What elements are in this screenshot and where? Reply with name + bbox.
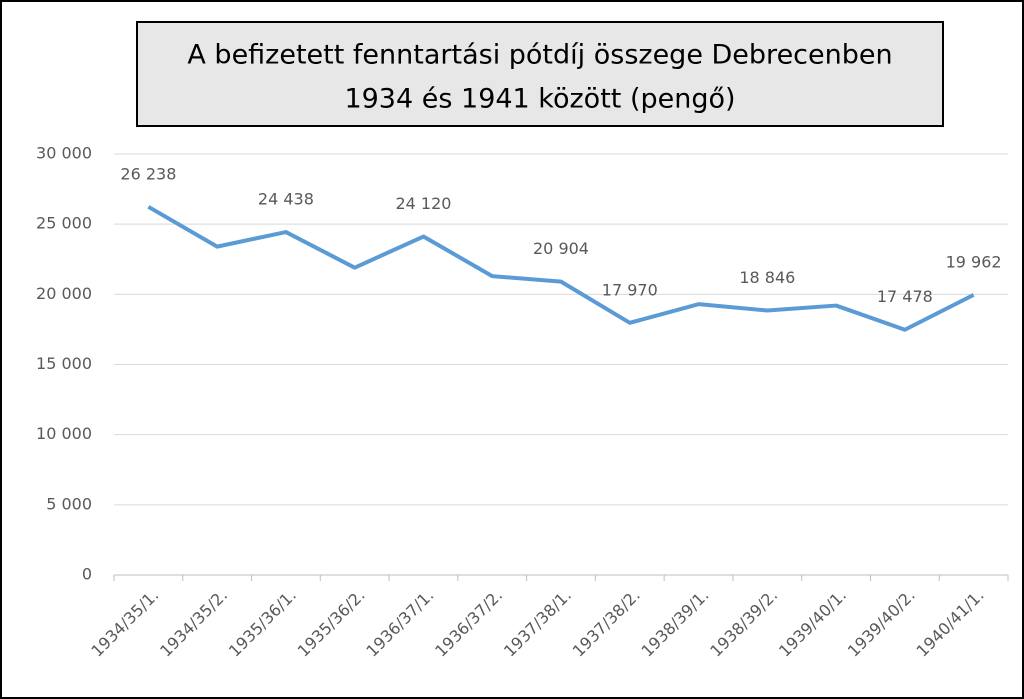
y-tick-label: 30 000 <box>36 144 92 163</box>
chart-title: 1934 és 1941 között (pengő) <box>344 84 735 115</box>
y-tick-label: 5 000 <box>46 494 92 513</box>
data-label: 17 478 <box>877 287 933 306</box>
title-box <box>136 21 944 127</box>
chart-title: A befizetett fenntartási pótdíj összege … <box>187 40 892 71</box>
data-label: 17 970 <box>602 280 658 299</box>
data-label: 24 120 <box>395 194 451 213</box>
data-label: 18 846 <box>739 268 795 287</box>
line <box>147 205 975 332</box>
data-label: 20 904 <box>533 239 589 258</box>
y-tick-label: 25 000 <box>36 214 92 233</box>
y-tick-label: 10 000 <box>36 424 92 443</box>
data-label: 26 238 <box>120 164 176 183</box>
data-label: 24 438 <box>258 190 314 209</box>
data-label: 19 962 <box>946 252 1002 271</box>
y-tick-label: 15 000 <box>36 354 92 373</box>
y-tick-label: 0 <box>82 565 92 584</box>
y-tick-label: 20 000 <box>36 284 92 303</box>
